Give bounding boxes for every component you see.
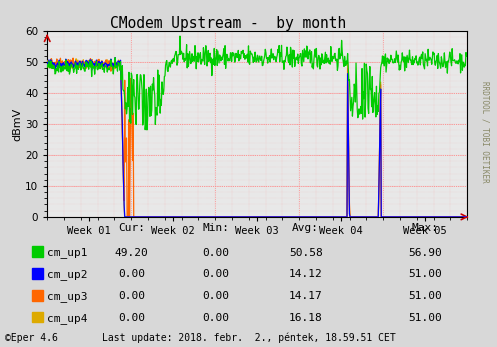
Text: 0.00: 0.00: [118, 313, 145, 323]
Text: 50.58: 50.58: [289, 248, 323, 257]
Text: Avg:: Avg:: [292, 223, 319, 233]
Text: ©Eper 4.6: ©Eper 4.6: [5, 333, 58, 343]
Text: 49.20: 49.20: [115, 248, 149, 257]
Text: 0.00: 0.00: [203, 291, 230, 301]
Text: Min:: Min:: [203, 223, 230, 233]
Text: 0.00: 0.00: [203, 270, 230, 279]
Text: 0.00: 0.00: [203, 313, 230, 323]
Text: 0.00: 0.00: [118, 270, 145, 279]
Text: 14.12: 14.12: [289, 270, 323, 279]
Text: 51.00: 51.00: [408, 291, 442, 301]
Text: 0.00: 0.00: [203, 248, 230, 257]
Text: Max:: Max:: [412, 223, 438, 233]
Text: CModem Upstream -  by month: CModem Upstream - by month: [110, 16, 347, 31]
Text: Cur:: Cur:: [118, 223, 145, 233]
Text: 14.17: 14.17: [289, 291, 323, 301]
Y-axis label: dBmV: dBmV: [12, 108, 22, 141]
Text: 56.90: 56.90: [408, 248, 442, 257]
Text: cm_up3: cm_up3: [47, 291, 87, 302]
Text: cm_up2: cm_up2: [47, 269, 87, 280]
Text: 51.00: 51.00: [408, 313, 442, 323]
Text: 16.18: 16.18: [289, 313, 323, 323]
Text: cm_up4: cm_up4: [47, 313, 87, 324]
Text: cm_up1: cm_up1: [47, 247, 87, 258]
Text: RRDTOOL / TOBI OETIKER: RRDTOOL / TOBI OETIKER: [481, 81, 490, 183]
Text: 51.00: 51.00: [408, 270, 442, 279]
Text: Last update: 2018. febr.  2., péntek, 18.59.51 CET: Last update: 2018. febr. 2., péntek, 18.…: [101, 332, 396, 343]
Text: 0.00: 0.00: [118, 291, 145, 301]
